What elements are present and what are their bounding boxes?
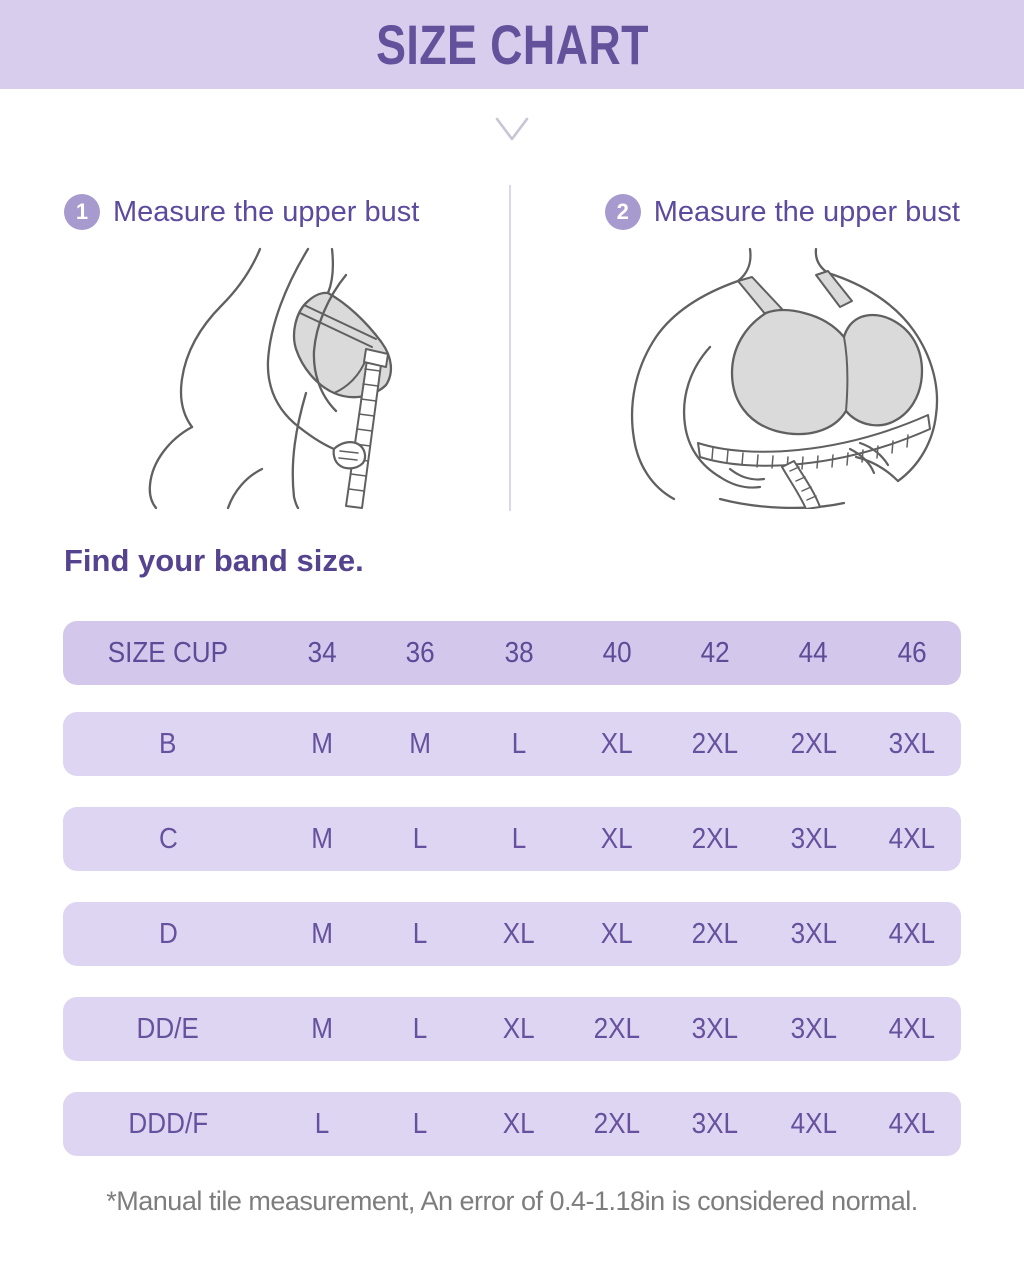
- size-table-cell: 4XL: [888, 822, 936, 855]
- size-table-cell: L: [511, 822, 526, 855]
- size-table-cell: C: [158, 822, 178, 855]
- column-divider: [509, 185, 511, 511]
- size-table-cell: 3XL: [888, 727, 936, 760]
- size-table-header-cell: 44: [799, 636, 829, 669]
- size-table-cell: 3XL: [692, 1107, 739, 1140]
- size-table-cell: XL: [502, 917, 535, 950]
- size-table-cell: M: [311, 1012, 334, 1045]
- size-table-header-cell: 38: [504, 636, 534, 669]
- size-table-cell: 2XL: [692, 822, 739, 855]
- size-table-header-cell: 34: [307, 636, 337, 669]
- size-table-row: DDD/F L L XL 2XL 3XL 4XL 4XL: [63, 1092, 961, 1156]
- size-table-cell: XL: [601, 917, 633, 950]
- size-table-header-cell: 40: [602, 636, 632, 669]
- size-table-cell: 2XL: [790, 727, 837, 760]
- size-table-header-cell: 46: [897, 636, 927, 669]
- size-table-row: B M M L XL 2XL 2XL 3XL: [63, 712, 961, 776]
- size-table-row: DD/E M L XL 2XL 3XL 3XL 4XL: [63, 997, 961, 1061]
- header-banner: SIZE CHART: [0, 0, 1024, 89]
- size-table-cell: L: [413, 1107, 428, 1140]
- side-view-measure-illustration: [148, 247, 393, 509]
- size-table-cell: M: [311, 822, 334, 855]
- size-table-cell: XL: [502, 1012, 535, 1045]
- chevron-down-icon: [495, 117, 529, 141]
- size-table-cell: L: [413, 917, 428, 950]
- size-table-cell: M: [311, 727, 334, 760]
- size-table-cell: 2XL: [593, 1107, 641, 1140]
- size-table-cell: 4XL: [888, 1107, 936, 1140]
- band-size-heading: Find your band size.: [64, 543, 364, 578]
- size-table-cell: 3XL: [790, 917, 837, 950]
- size-table-cell: L: [511, 727, 526, 760]
- measurement-footnote: *Manual tile measurement, An error of 0.…: [106, 1186, 918, 1216]
- size-table-cell: 3XL: [692, 1012, 739, 1045]
- size-table-cell: DD/E: [136, 1012, 200, 1045]
- step-2: 2 Measure the upper bust: [604, 194, 960, 230]
- size-table-cell: 2XL: [593, 1012, 641, 1045]
- size-table-cell: 3XL: [790, 1012, 837, 1045]
- size-table-cell: B: [159, 727, 177, 760]
- size-table-cell: 3XL: [790, 822, 837, 855]
- size-table: SIZE CUP 34 36 38 40 42 44 46 B M M L XL…: [63, 621, 961, 1156]
- size-table-cell: DDD/F: [128, 1107, 208, 1140]
- step-1: 1 Measure the upper bust: [64, 194, 419, 230]
- size-table-cell: 2XL: [692, 727, 739, 760]
- size-table-cell: L: [314, 1107, 330, 1140]
- size-table-header-row: SIZE CUP 34 36 38 40 42 44 46: [63, 621, 961, 685]
- size-table-cell: 2XL: [692, 917, 739, 950]
- size-table-cell: 4XL: [888, 1012, 936, 1045]
- size-table-header-cell: 42: [700, 636, 730, 669]
- size-table-header-cell: SIZE CUP: [107, 636, 229, 669]
- figures-row: [0, 185, 1024, 511]
- size-table-cell: D: [158, 917, 178, 950]
- size-table-row: D M L XL XL 2XL 3XL 4XL: [63, 902, 961, 966]
- size-table-cell: M: [409, 727, 432, 760]
- size-table-cell: M: [311, 917, 334, 950]
- step-1-label: Measure the upper bust: [113, 195, 420, 228]
- size-table-row: C M L L XL 2XL 3XL 4XL: [63, 807, 961, 871]
- chevron-row: [0, 115, 1024, 145]
- steps-row: 1 Measure the upper bust 2 Measure the u…: [0, 193, 1024, 231]
- size-table-cell: XL: [601, 727, 633, 760]
- size-table-cell: L: [413, 822, 428, 855]
- front-view-measure-illustration: [630, 247, 939, 509]
- step-1-badge: 1: [64, 194, 100, 230]
- page-title: SIZE CHART: [375, 13, 649, 76]
- step-2-label: Measure the upper bust: [653, 195, 960, 228]
- size-table-cell: XL: [502, 1107, 535, 1140]
- size-table-header-cell: 36: [405, 636, 435, 669]
- size-table-cell: 4XL: [888, 917, 936, 950]
- size-table-cell: 4XL: [790, 1107, 837, 1140]
- size-table-cell: L: [413, 1012, 428, 1045]
- size-table-cell: XL: [601, 822, 633, 855]
- step-2-badge: 2: [604, 194, 641, 230]
